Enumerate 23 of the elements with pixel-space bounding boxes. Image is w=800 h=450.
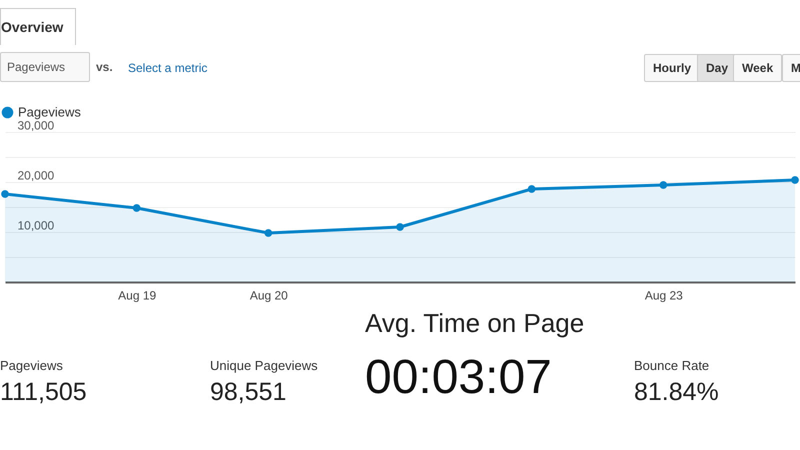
text: Day	[697, 54, 738, 82]
text: Unique Pageviews	[210, 358, 318, 373]
text: Pageviews	[0, 52, 90, 82]
text: 111,505	[0, 378, 87, 407]
text: Pageviews	[0, 358, 63, 373]
text: Avg. Time on Page	[365, 308, 584, 339]
y-tick-label: 20,000	[18, 168, 55, 182]
text: Week	[733, 54, 782, 82]
x-tick-label: Aug 20	[250, 288, 288, 302]
legend-label: Pageviews	[18, 104, 82, 120]
x-tick-label: Aug 23	[644, 288, 684, 302]
y-tick-label: 10,000	[18, 218, 55, 232]
text: 00:03:07	[365, 350, 552, 405]
text: 98,551	[210, 378, 286, 407]
text: Hourly	[644, 54, 700, 82]
text: 81.84%	[634, 378, 719, 407]
text: Overview	[0, 8, 76, 45]
text: Bounce Rate	[634, 358, 710, 373]
y-tick-label: 30,000	[18, 118, 55, 132]
x-tick-label: Aug 19	[118, 288, 157, 302]
text: vs.	[96, 60, 113, 74]
text: M	[782, 54, 800, 82]
text: Select a metric	[128, 61, 208, 75]
